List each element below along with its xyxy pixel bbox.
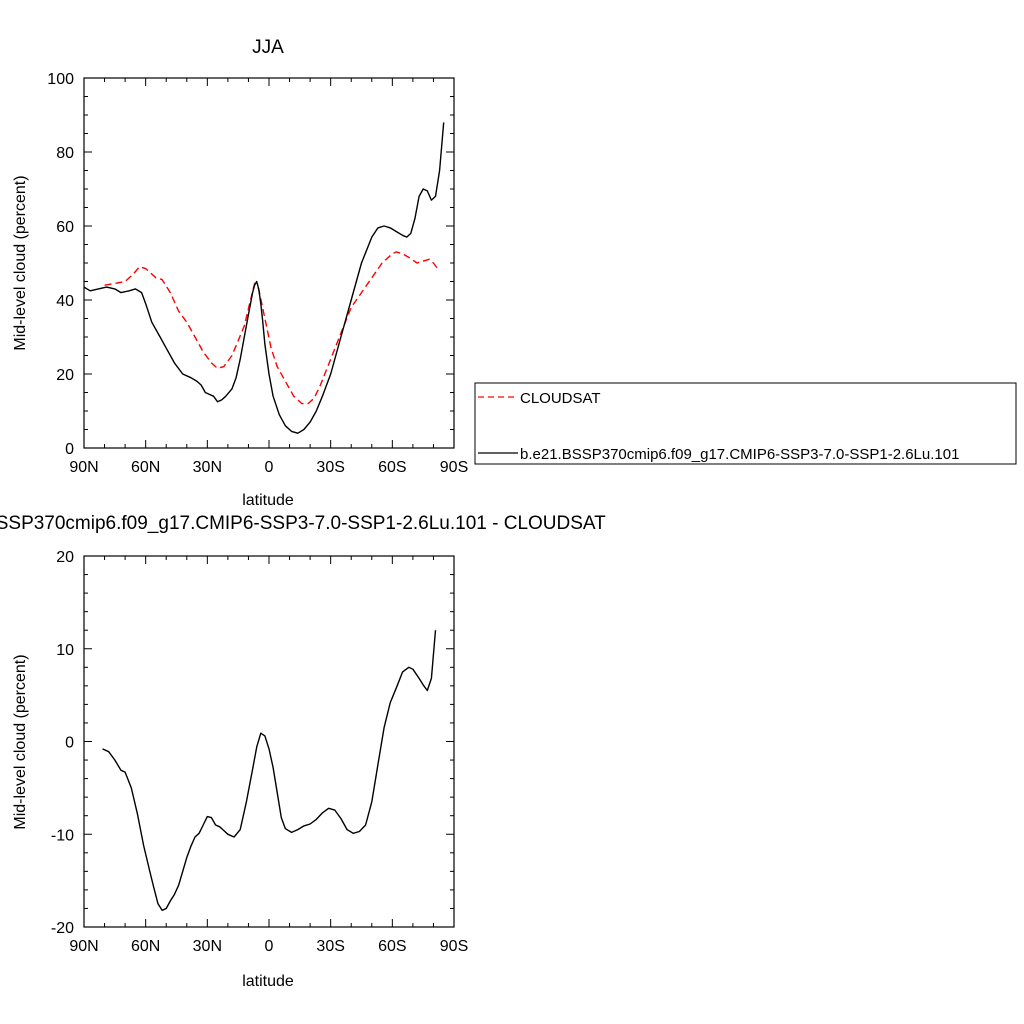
top-chart-series-line-2: [83, 122, 445, 434]
top-chart-y-tick-label: 40: [56, 293, 74, 310]
bottom-chart-y-tick-label: -20: [51, 920, 74, 937]
top-chart: JJA Mid-level cloud (percent) latitude 9…: [12, 37, 468, 509]
bottom-chart-y-tick-label: 20: [56, 549, 74, 566]
top-chart-x-axis-label: latitude: [242, 492, 294, 509]
bottom-chart: b.e21.BSSP370cmip6.f09_g17.CMIP6-SSP3-7.…: [0, 513, 606, 990]
bottom-chart-x-tick-label: 60N: [131, 938, 160, 955]
bottom-chart-plot-frame: [83, 555, 455, 928]
bottom-chart-x-tick-label: 90N: [69, 938, 98, 955]
top-chart-y-tick-label: 20: [56, 367, 74, 384]
bottom-chart-x-tick-label: 0: [265, 938, 274, 955]
top-chart-y-tick-label: 60: [56, 219, 74, 236]
bottom-chart-y-tick-label: -10: [51, 827, 74, 844]
top-chart-y-axis-label: Mid-level cloud (percent): [12, 175, 29, 350]
bottom-chart-y-axis-label: Mid-level cloud (percent): [12, 654, 29, 829]
legend-label-model: b.e21.BSSP370cmip6.f09_g17.CMIP6-SSP3-7.…: [520, 446, 959, 463]
bottom-chart-y-tick-label: 10: [56, 642, 74, 659]
top-chart-title: JJA: [252, 37, 284, 58]
top-chart-x-tick-label: 60N: [131, 459, 160, 476]
bottom-chart-x-tick-label: 30N: [193, 938, 222, 955]
legend-label-cloudsat: CLOUDSAT: [520, 390, 601, 407]
top-chart-series: [83, 122, 445, 434]
bottom-chart-x-tick-label: 60S: [378, 938, 406, 955]
bottom-chart-series-line-1: [102, 630, 437, 911]
top-chart-x-tick-label: 90N: [69, 459, 98, 476]
legend-box: [474, 382, 1017, 465]
bottom-chart-y-tick-label: 0: [65, 735, 74, 752]
top-chart-plot-frame: [83, 77, 455, 449]
top-chart-x-tick-label: 30S: [316, 459, 344, 476]
top-chart-ticks: 90N 60N 30N 0 30S 60S 90S 0 20 40 60 80 100: [47, 71, 468, 476]
bottom-chart-series: [102, 630, 437, 911]
top-chart-series-line-1: [104, 251, 439, 405]
bottom-chart-x-tick-label: 90S: [440, 938, 468, 955]
top-chart-x-tick-label: 60S: [378, 459, 406, 476]
top-chart-x-tick-label: 90S: [440, 459, 468, 476]
bottom-chart-title: b.e21.BSSP370cmip6.f09_g17.CMIP6-SSP3-7.…: [0, 513, 606, 534]
bottom-chart-ticks: 90N 60N 30N 0 30S 60S 90S -20 -10 0 10 20: [51, 549, 468, 955]
top-chart-y-tick-label: 0: [65, 441, 74, 458]
top-chart-y-tick-label: 100: [47, 71, 74, 88]
legend: CLOUDSAT b.e21.BSSP370cmip6.f09_g17.CMIP…: [474, 382, 1017, 465]
top-chart-x-tick-label: 0: [265, 459, 274, 476]
top-chart-y-tick-label: 80: [56, 145, 74, 162]
top-chart-x-tick-label: 30N: [193, 459, 222, 476]
bottom-chart-x-axis-label: latitude: [242, 973, 294, 990]
bottom-chart-x-tick-label: 30S: [316, 938, 344, 955]
